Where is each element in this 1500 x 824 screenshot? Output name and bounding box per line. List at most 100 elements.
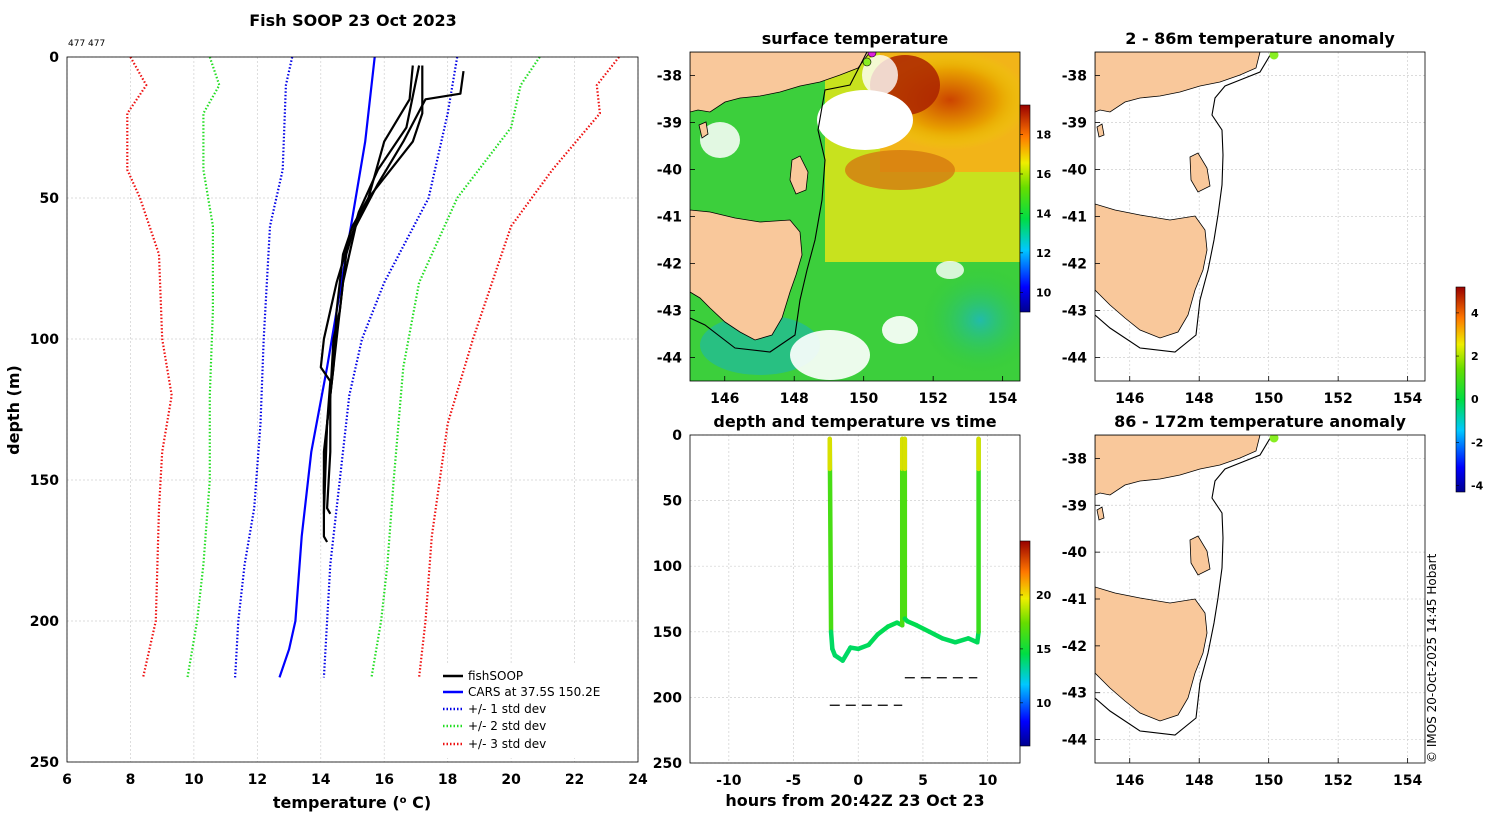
depth-time-ytick-label: 150 xyxy=(653,625,682,641)
profile-xtick-label: 6 xyxy=(62,772,72,788)
legend-label-std1: +/- 1 std dev xyxy=(468,702,546,716)
anomaly-upper-title: 2 - 86m temperature anomaly xyxy=(1125,29,1395,48)
profile-ylabel: depth (m) xyxy=(4,365,23,455)
map-xtick-label: 150 xyxy=(1254,773,1283,789)
profile-series-cars_minus2 xyxy=(186,56,221,678)
depth-time-point-dive_2 xyxy=(953,636,971,645)
map-ytick-label: -38 xyxy=(1062,69,1087,85)
map-xtick-label: 154 xyxy=(988,391,1017,407)
profile-ytick-label: 200 xyxy=(30,614,59,630)
sst-colorbar-tick-label: 14 xyxy=(1036,207,1052,220)
map-ytick-label: -42 xyxy=(657,257,682,273)
profile-ytick-label: 250 xyxy=(30,755,59,771)
profile-xtick-label: 22 xyxy=(565,772,584,788)
map-ytick-label: -39 xyxy=(657,116,682,132)
depth-time-colorbar-tick-label: 10 xyxy=(1036,697,1052,710)
profile-xtick-label: 20 xyxy=(501,772,521,788)
profile-title: Fish SOOP 23 Oct 2023 xyxy=(249,11,457,30)
map-ytick-label: -41 xyxy=(1062,210,1087,226)
depth-time-ytick-label: 200 xyxy=(653,690,682,706)
depth-time-colorbar-tick-label: 20 xyxy=(1036,589,1052,602)
map-xtick-label: 152 xyxy=(919,391,948,407)
depth-time-xtick-label: 10 xyxy=(978,773,998,789)
depth-time-point-dive_1 xyxy=(840,645,853,663)
anomaly-colorbar: -4 -2 0 2 4 xyxy=(1455,286,1484,493)
profile-xtick-label: 14 xyxy=(311,772,331,788)
profile-axes-box xyxy=(66,56,639,763)
profile-series-cars_plus3 xyxy=(418,56,620,678)
vessel-marker-icon xyxy=(862,57,872,67)
depth-time-axes-box xyxy=(689,434,1021,764)
map-xtick-label: 154 xyxy=(1393,773,1422,789)
profile-series-cars xyxy=(278,56,376,678)
profile-chart: Fish SOOP 23 Oct 2023 477 477 6 8 10 12 14 16… xyxy=(4,11,648,812)
sst-colorbar-bar xyxy=(1019,104,1031,313)
depth-time-ytick-label: 0 xyxy=(672,428,682,444)
map-xtick-label: 146 xyxy=(710,391,739,407)
profile-legend: fishSOOP CARS at 37.5S 150.2E +/- 1 std … xyxy=(438,664,633,758)
profile-ytick-label: 100 xyxy=(30,332,59,348)
depth-time-ytick-label: 100 xyxy=(653,559,682,575)
map-ytick-label: -38 xyxy=(657,69,682,85)
vessel-start-marker-icon xyxy=(867,52,877,58)
profile-xtick-label: 24 xyxy=(628,772,648,788)
legend-label-cars: CARS at 37.5S 150.2E xyxy=(468,685,600,699)
anomaly-upper-field xyxy=(1095,52,1279,353)
depth-time-point-dive_2 xyxy=(914,622,932,635)
map-xtick-label: 150 xyxy=(849,391,878,407)
map-xtick-label: 152 xyxy=(1324,773,1353,789)
profile-series-cars_plus2 xyxy=(370,56,541,678)
depth-time-xlabel: hours from 20:42Z 23 Oct 23 xyxy=(725,791,984,810)
map-ytick-label: -41 xyxy=(657,210,682,226)
profile-xtick-label: 8 xyxy=(126,772,136,788)
map-xtick-label: 154 xyxy=(1393,391,1422,407)
map-ytick-label: -39 xyxy=(1062,498,1087,514)
map-ytick-label: -44 xyxy=(657,351,683,367)
legend-entry-std3: +/- 3 std dev xyxy=(443,737,546,751)
map-xtick-label: 148 xyxy=(1185,773,1214,789)
legend-entry-cars: CARS at 37.5S 150.2E xyxy=(443,685,600,699)
profile-xtick-label: 18 xyxy=(438,772,457,788)
anomaly-lower-title: 86 - 172m temperature anomaly xyxy=(1114,412,1406,431)
anomaly-colorbar-tick-label: 4 xyxy=(1471,307,1479,320)
sst-colorbar-tick-label: 18 xyxy=(1036,129,1051,142)
profile-subtitle: 477 477 xyxy=(68,39,105,49)
map-ytick-label: -42 xyxy=(1062,639,1087,655)
profile-series-fishsoop_2 xyxy=(326,70,465,515)
map-ytick-label: -38 xyxy=(1062,451,1087,467)
map-xtick-label: 146 xyxy=(1115,773,1144,789)
profile-ytick-label: 0 xyxy=(49,50,59,66)
profile-series-fishsoop_4 xyxy=(322,65,421,495)
anomaly-colorbar-tick-label: 2 xyxy=(1471,350,1479,363)
sst-colorbar-tick-label: 10 xyxy=(1036,286,1052,299)
copyright-text: © IMOS 20-Oct-2025 14:45 Hobart xyxy=(1425,553,1439,763)
depth-time-ytick-label: 250 xyxy=(653,756,682,772)
legend-entry-std2: +/- 2 std dev xyxy=(443,719,546,733)
profile-xtick-label: 12 xyxy=(248,772,267,788)
map-xtick-label: 150 xyxy=(1254,391,1283,407)
depth-time-point-dive_1 xyxy=(828,629,835,652)
sst-map: surface temperature xyxy=(657,29,1052,407)
anomaly-colorbar-tick-label: -4 xyxy=(1471,480,1484,493)
depth-time-xtick-label: -5 xyxy=(786,773,802,789)
depth-time-xtick-label: 0 xyxy=(853,773,863,789)
legend-label-std3: +/- 3 std dev xyxy=(468,737,546,751)
map-xtick-label: 152 xyxy=(1324,391,1353,407)
depth-time-point-dive_1 xyxy=(866,632,880,648)
vessel-marker-icon xyxy=(1269,435,1279,443)
sst-colorbar-tick-label: 12 xyxy=(1036,247,1051,260)
profile-ytick-label: 50 xyxy=(40,191,60,207)
anomaly-colorbar-tick-label: -2 xyxy=(1471,436,1483,449)
profile-ytick-label: 150 xyxy=(30,473,59,489)
map-ytick-label: -39 xyxy=(1062,116,1087,132)
map-ytick-label: -40 xyxy=(657,163,683,179)
legend-entry-fishsoop: fishSOOP xyxy=(443,669,523,683)
anomaly-lower-field xyxy=(1095,435,1279,736)
map-ytick-label: -42 xyxy=(1062,257,1087,273)
map-ytick-label: -40 xyxy=(1062,545,1088,561)
legend-label-std2: +/- 2 std dev xyxy=(468,719,546,733)
depth-time-point-dive_2 xyxy=(927,629,945,641)
sst-colorbar-tick-label: 16 xyxy=(1036,168,1052,181)
legend-label-fishsoop: fishSOOP xyxy=(468,669,523,683)
map-xtick-label: 146 xyxy=(1115,391,1144,407)
